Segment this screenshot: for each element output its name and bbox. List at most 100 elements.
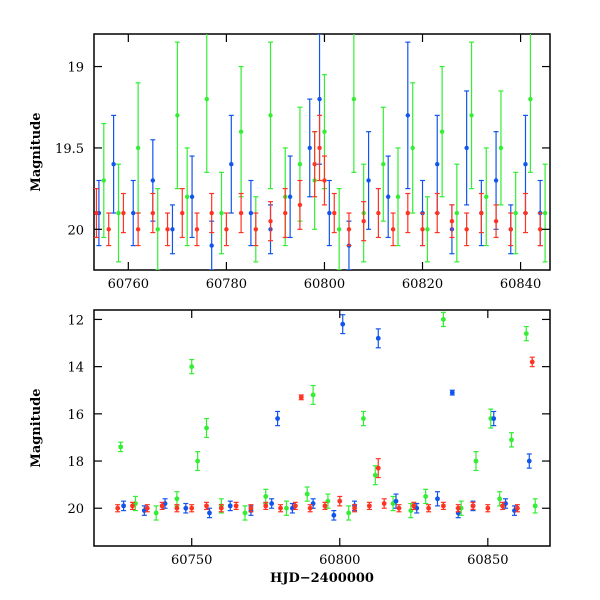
- bottom-series-2-point: [515, 505, 520, 511]
- top-series-1-point: [366, 178, 371, 183]
- top-series-2-point: [194, 227, 200, 232]
- top-series-0-point: [528, 96, 533, 102]
- top-series-2-point: [106, 227, 111, 232]
- bottom-y-tick-label: 18: [67, 455, 84, 470]
- bottom-series-0-point: [361, 416, 366, 421]
- top-series-1-point: [385, 194, 391, 199]
- top-series-2-point: [317, 145, 322, 151]
- top-series-2-point: [224, 227, 229, 232]
- bottom-series-0-point: [304, 491, 310, 497]
- bottom-series-2-point: [322, 503, 328, 509]
- bottom-series-1-point: [393, 498, 399, 504]
- bottom-series-0-point: [118, 444, 124, 450]
- bottom-series-1-point: [275, 416, 280, 421]
- bottom-series-0-point: [473, 458, 479, 464]
- top-series-2-point: [346, 227, 352, 232]
- bottom-data-marks: [115, 311, 538, 521]
- bottom-series-0-point: [423, 494, 429, 499]
- top-series-2-point: [94, 210, 99, 216]
- top-series-2-point: [209, 210, 214, 216]
- bottom-series-2-point: [426, 505, 431, 511]
- bottom-series-0-point: [310, 392, 316, 398]
- bottom-series-2-point: [174, 505, 180, 511]
- top-series-1-point: [435, 162, 440, 167]
- bottom-series-2-point: [529, 359, 535, 365]
- bottom-series-1-point: [340, 321, 346, 327]
- top-series-2-point: [449, 218, 455, 224]
- top-series-1-point: [131, 210, 136, 216]
- bottom-y-tick-label: 12: [67, 313, 84, 328]
- bottom-series-2-point: [381, 501, 387, 506]
- top-series-2-point: [150, 210, 156, 216]
- bottom-series-0-point: [346, 510, 352, 516]
- top-series-2-point: [322, 178, 327, 183]
- bottom-series-2-point: [337, 498, 343, 504]
- top-series-2-point: [253, 227, 259, 232]
- top-series-2-point: [297, 202, 303, 208]
- top-series-1-point: [111, 162, 116, 167]
- top-series-0-point: [336, 227, 342, 232]
- top-series-1-point: [307, 145, 312, 151]
- top-series-2-point: [135, 227, 141, 232]
- top-series-1-point: [189, 194, 195, 199]
- top-series-1-point: [327, 210, 332, 216]
- top-series-1-point: [287, 194, 293, 199]
- bottom-series-1-point: [121, 503, 127, 509]
- top-series-2-point: [390, 227, 396, 232]
- top-series-2-point: [268, 218, 273, 224]
- top-series-1-point: [317, 96, 322, 102]
- bottom-series-2-point: [144, 505, 150, 511]
- top-series-0-point: [351, 96, 357, 102]
- bottom-series-0-point: [189, 364, 195, 370]
- bottom-series-2-point: [204, 503, 209, 509]
- bottom-series-0-point: [263, 494, 269, 499]
- top-series-0-point: [498, 145, 504, 151]
- bottom-series-2-point: [500, 503, 506, 509]
- top-series-1-point: [229, 162, 234, 167]
- bottom-series-0-point: [532, 503, 538, 509]
- bottom-series-2-point: [485, 505, 491, 511]
- top-series-1-point: [209, 243, 214, 248]
- top-series-1-point: [248, 210, 254, 216]
- top-series-0-point: [425, 227, 430, 232]
- bottom-series-2-point: [470, 503, 476, 509]
- bottom-series-2-point: [159, 503, 165, 509]
- top-series-0-point: [469, 113, 474, 118]
- top-series-2-point: [165, 227, 170, 232]
- bottom-series-1-point: [207, 510, 212, 516]
- bottom-series-1-point: [375, 335, 381, 341]
- top-series-0-point: [175, 113, 180, 118]
- bottom-series-0-point: [509, 437, 514, 443]
- bottom-series-2-point: [292, 503, 298, 509]
- top-series-2-point: [361, 218, 366, 224]
- top-series-2-point: [435, 210, 440, 216]
- bottom-y-tick-label: 20: [67, 502, 84, 517]
- bottom-series-2-point: [411, 503, 417, 509]
- bottom-series-0-point: [204, 425, 209, 431]
- top-series-0-point: [454, 210, 460, 216]
- top-light-curve-panel: 60760 60780 60800 60820 60840 19 19.5 20 Magnit…: [29, 33, 551, 292]
- bottom-series-2-point: [278, 505, 283, 511]
- bottom-y-tick-label: 14: [67, 361, 84, 376]
- bottom-series-0-point: [372, 472, 378, 478]
- top-y-axis-title: Magnitude: [29, 112, 44, 191]
- top-series-0-point: [513, 210, 518, 216]
- bottom-series-2-point: [298, 394, 304, 400]
- top-series-2-point: [508, 227, 513, 232]
- top-series-0-point: [101, 178, 107, 183]
- top-y-tick-label: 20: [67, 223, 84, 238]
- bottom-x-tick-label: 60850: [467, 553, 508, 568]
- top-x-tick-label: 60800: [304, 277, 345, 292]
- top-series-2-point: [523, 210, 528, 216]
- top-series-2-point: [376, 210, 381, 216]
- bottom-series-1-point: [269, 501, 275, 506]
- bottom-x-axis-title: HJD−2400000: [270, 571, 374, 586]
- bottom-light-curve-panel: 60750 60800 60850 12 14 16 18 20 Magnitude HJD−…: [29, 309, 551, 586]
- top-series-0-point: [297, 162, 303, 167]
- top-series-2-point: [121, 210, 126, 216]
- top-series-2-point: [493, 218, 499, 224]
- top-series-2-point: [283, 210, 288, 216]
- top-series-2-point: [479, 210, 484, 216]
- bottom-series-2-point: [352, 505, 357, 511]
- top-series-0-point: [204, 96, 209, 102]
